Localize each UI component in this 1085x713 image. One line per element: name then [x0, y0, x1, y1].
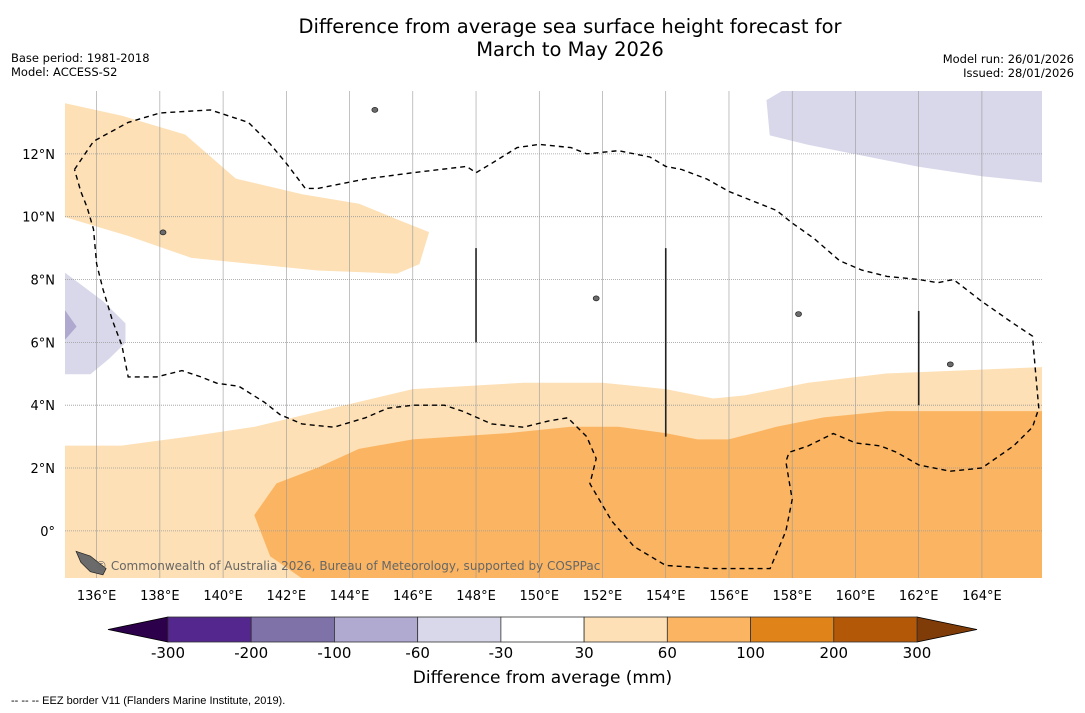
colorbar-over-extend: [916, 616, 978, 643]
eez-border: [73, 109, 1040, 570]
lon-tick-label: 148°E: [456, 589, 496, 604]
colorbar-bin: [583, 616, 668, 643]
lon-tick-label: 158°E: [772, 589, 812, 604]
lon-tick-label: 138°E: [140, 589, 180, 604]
longitude-ticks: 136°E 138°E 140°E 142°E 144°E 146°E 148°E 150°E…: [77, 589, 1002, 604]
colorbar-bin: [666, 616, 751, 643]
lat-tick-label: 8°N: [31, 274, 56, 289]
colorbar-bin: [500, 616, 585, 643]
islands: [75, 107, 954, 576]
island-chuuk: [592, 295, 600, 302]
colorbar-tick-label: -300: [151, 644, 185, 662]
colorbar-bin: [334, 616, 419, 643]
region-northeast-band-neg30-neg60: [766, 91, 1042, 183]
issued-date: Issued: 28/01/2026: [963, 66, 1074, 80]
colorbar-tick-label: -100: [317, 644, 351, 662]
colorbar-tick-label: 100: [736, 644, 765, 662]
region-west-band-neg30-neg60: [65, 272, 126, 375]
region-equatorial-core-60-100: [254, 411, 1042, 578]
lon-tick-label: 136°E: [77, 589, 117, 604]
boundary-lines: [475, 248, 920, 437]
graticule: [65, 91, 1042, 578]
island-new-guinea-coast: [75, 550, 107, 576]
lon-tick-label: 146°E: [393, 589, 433, 604]
colorbar-bin: [750, 616, 835, 643]
chart-title: Difference from average sea surface heig…: [0, 15, 1085, 61]
region-west-core-neg60-neg100: [65, 310, 77, 340]
island-kosrae: [946, 361, 954, 368]
lon-tick-label: 142°E: [267, 589, 307, 604]
colorbar-tick-label: -30: [489, 644, 514, 662]
title-line-2: March to May 2026: [476, 38, 664, 61]
meta-right: Model run: 26/01/2026 Issued: 28/01/2026: [943, 52, 1074, 80]
island-yap: [159, 229, 167, 236]
model-run: Model run: 26/01/2026: [942, 52, 1074, 66]
colorbar: -300 -200 -100 -60 -30 30 60 100 200 300: [107, 616, 978, 662]
colorbar-tick-label: 300: [903, 644, 932, 662]
lon-tick-label: 164°E: [962, 589, 1002, 604]
colorbar-bin: [167, 616, 252, 643]
copyright-credit: © Commonwealth of Australia 2026, Bureau…: [95, 559, 600, 573]
colorbar-title: Difference from average (mm): [412, 668, 673, 688]
model-name: Model: ACCESS-S2: [11, 65, 118, 79]
lat-tick-label: 4°N: [31, 399, 56, 414]
lon-tick-label: 144°E: [330, 589, 370, 604]
lon-tick-label: 162°E: [899, 589, 939, 604]
base-period: Base period: 1981-2018: [11, 51, 150, 65]
lon-tick-label: 160°E: [836, 589, 876, 604]
lat-tick-label: 0°: [40, 525, 55, 540]
colorbar-bin: [833, 616, 918, 643]
lon-tick-label: 156°E: [709, 589, 749, 604]
lon-tick-label: 150°E: [520, 589, 560, 604]
map-plot-area: © Commonwealth of Australia 2026, Bureau…: [65, 91, 1042, 578]
colorbar-tick-label: -200: [234, 644, 268, 662]
colorbar-tick-label: 200: [819, 644, 848, 662]
lon-tick-label: 140°E: [203, 589, 243, 604]
eez-border-path: [73, 109, 1040, 570]
colorbar-bin: [250, 616, 335, 643]
lon-tick-label: 152°E: [583, 589, 623, 604]
meta-left: Base period: 1981-2018 Model: ACCESS-S2: [11, 51, 150, 79]
anomaly-regions: [65, 91, 1042, 578]
title-line-1: Difference from average sea surface heig…: [298, 15, 842, 38]
lat-tick-label: 12°N: [22, 148, 55, 163]
colorbar-under-extend: [107, 616, 169, 643]
colorbar-tick-label: 60: [658, 644, 677, 662]
eez-legend-note: -- -- -- EEZ border V11 (Flanders Marine…: [11, 695, 286, 707]
lat-tick-label: 6°N: [31, 336, 56, 351]
colorbar-bin: [417, 616, 502, 643]
lat-tick-label: 10°N: [22, 211, 55, 226]
island-guam: [371, 107, 379, 113]
latitude-ticks: 0° 2°N 4°N 6°N 8°N 10°N 12°N: [22, 148, 55, 540]
lat-tick-label: 2°N: [31, 462, 56, 477]
lon-tick-label: 154°E: [646, 589, 686, 604]
island-pohnpei: [795, 311, 802, 317]
colorbar-tick-label: -60: [405, 644, 430, 662]
region-north-band-30-60: [65, 103, 430, 274]
colorbar-tick-label: 30: [575, 644, 594, 662]
